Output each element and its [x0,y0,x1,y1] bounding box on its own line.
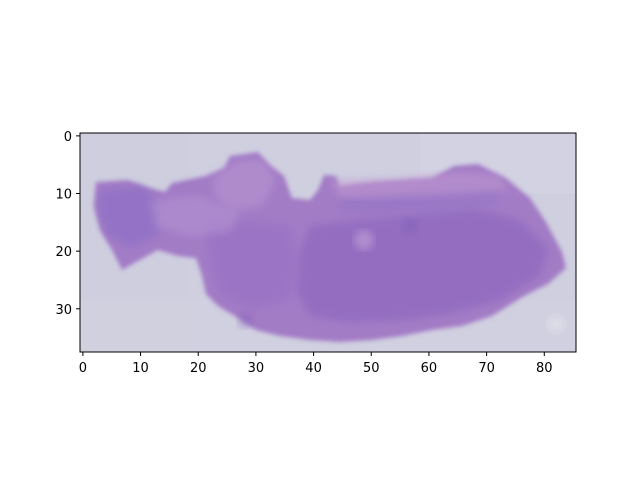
y-tick-label: 10 [55,188,72,203]
x-tick-label: 60 [421,361,438,376]
y-tick-label: 30 [55,303,72,318]
axes-frame [79,132,577,353]
y-axis: 0 10 20 30 [55,130,80,318]
x-tick-label: 20 [190,361,207,376]
x-tick-label: 0 [79,361,87,376]
x-tick-label: 40 [305,361,322,376]
x-tick-label: 50 [363,361,380,376]
tissue-image [80,133,576,352]
x-axis: 0 10 20 30 40 50 60 70 80 [79,352,553,376]
y-tick-label: 20 [55,245,72,260]
image-axes: 0 10 20 30 40 50 60 70 80 0 10 20 30 [55,130,577,376]
x-tick-label: 30 [248,361,265,376]
x-tick-label: 70 [478,361,495,376]
x-tick-label: 80 [536,361,553,376]
y-tick-label: 0 [64,130,72,145]
x-tick-label: 10 [132,361,149,376]
